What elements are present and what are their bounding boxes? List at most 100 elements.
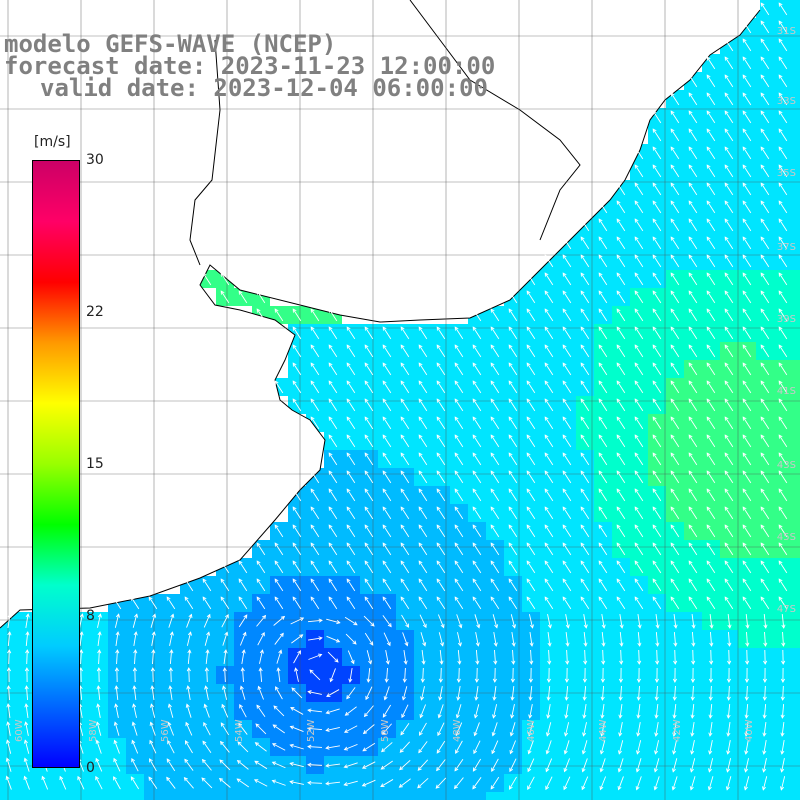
wind-arrowhead (778, 254, 783, 259)
wind-arrow (310, 578, 320, 592)
wind-arrow (114, 722, 120, 736)
wind-arrowhead (400, 344, 405, 349)
wind-arrowhead (79, 613, 84, 618)
wind-arrow (562, 560, 572, 574)
wind-speed-cell (396, 792, 414, 800)
wind-arrowhead (760, 488, 765, 493)
wind-arrow (346, 326, 356, 340)
wind-arrow (238, 560, 248, 574)
wind-arrow (272, 780, 286, 786)
wind-arrow (673, 740, 677, 754)
wind-arrowhead (238, 722, 243, 727)
wind-arrow (724, 326, 734, 340)
wind-arrow (307, 746, 323, 748)
wind-arrow (742, 128, 752, 142)
wind-arrow (778, 164, 788, 178)
wind-arrowhead (760, 326, 765, 331)
wind-arrowhead (382, 713, 387, 718)
wind-arrowhead (780, 768, 785, 773)
wind-arrow (474, 722, 480, 736)
wind-arrowhead (670, 560, 675, 565)
wind-arrow (307, 782, 323, 784)
wind-arrow (580, 596, 590, 610)
wind-arrowhead (742, 182, 747, 187)
wind-arrowhead (310, 488, 315, 493)
wind-arrow (688, 200, 698, 214)
wind-arrowhead (185, 721, 190, 727)
wind-arrowhead (742, 380, 747, 385)
wind-arrowhead (131, 721, 136, 726)
wind-arrowhead (580, 488, 585, 493)
wind-arrow (545, 776, 553, 790)
wind-arrow (760, 272, 770, 286)
wind-arrowhead (544, 380, 549, 385)
wind-arrowhead (23, 757, 28, 762)
wind-arrow (562, 380, 572, 394)
wind-arrow (224, 667, 226, 683)
wind-arrow (562, 488, 572, 502)
wind-arrow (672, 776, 678, 790)
wind-arrowhead (616, 416, 621, 421)
wind-arrowhead (760, 200, 765, 205)
wind-speed-cell (162, 792, 180, 800)
wind-arrowhead (598, 218, 603, 223)
wind-arrow (277, 667, 281, 683)
wind-arrow (400, 596, 410, 610)
wind-arrow (326, 708, 340, 714)
wind-arrow (544, 560, 554, 574)
wind-arrow (688, 506, 698, 520)
wind-arrowhead (436, 542, 441, 547)
wind-arrowhead (634, 434, 639, 439)
wind-arrow (346, 578, 356, 592)
wind-arrow (724, 182, 734, 196)
wind-arrowhead (724, 524, 729, 529)
wind-arrow (274, 596, 284, 610)
wind-arrow (673, 631, 677, 647)
wind-arrowhead (222, 685, 227, 690)
wind-arrow (634, 344, 644, 358)
wind-arrow (400, 452, 410, 466)
wind-arrowhead (508, 326, 513, 331)
wind-arrowhead (472, 488, 477, 493)
wind-arrowhead (778, 200, 783, 205)
wind-arrow (724, 524, 734, 538)
wind-arrowhead (688, 326, 693, 331)
wind-arrow (25, 631, 29, 647)
wind-arrow (490, 344, 500, 358)
wind-arrow (274, 560, 284, 574)
wind-arrowhead (724, 146, 729, 151)
wind-arrowhead (239, 685, 244, 690)
wind-arrowhead (436, 452, 441, 457)
wind-arrow (116, 649, 118, 665)
wind-arrow (364, 506, 374, 520)
wind-speed-cell (540, 792, 558, 800)
wind-arrow (670, 308, 680, 322)
wind-arrowhead (343, 782, 348, 787)
wind-arrow (458, 667, 460, 683)
wind-arrow (619, 631, 623, 647)
wind-arrowhead (292, 308, 297, 313)
wind-arrow (781, 740, 785, 754)
wind-arrowhead (170, 613, 175, 618)
wind-speed-cell (792, 126, 800, 144)
wind-arrowhead (580, 362, 585, 367)
wind-arrowhead (763, 642, 768, 647)
wind-arrow (418, 488, 428, 502)
wind-arrowhead (95, 739, 100, 744)
wind-arrow (600, 740, 606, 754)
wind-arrow (508, 506, 518, 520)
wind-arrow (239, 704, 247, 718)
wind-arrowhead (562, 344, 567, 349)
wind-arrow (492, 722, 498, 736)
wind-arrowhead (724, 470, 729, 475)
wind-arrow (491, 740, 499, 754)
wind-arrow (742, 110, 752, 124)
wind-arrow (634, 398, 644, 412)
wind-arrowhead (364, 524, 369, 529)
wind-arrow (544, 272, 554, 286)
wind-arrow (456, 614, 462, 628)
wind-arrowhead (689, 786, 694, 791)
lon-label-42w: 42W (672, 719, 683, 742)
wind-arrowhead (297, 650, 301, 655)
